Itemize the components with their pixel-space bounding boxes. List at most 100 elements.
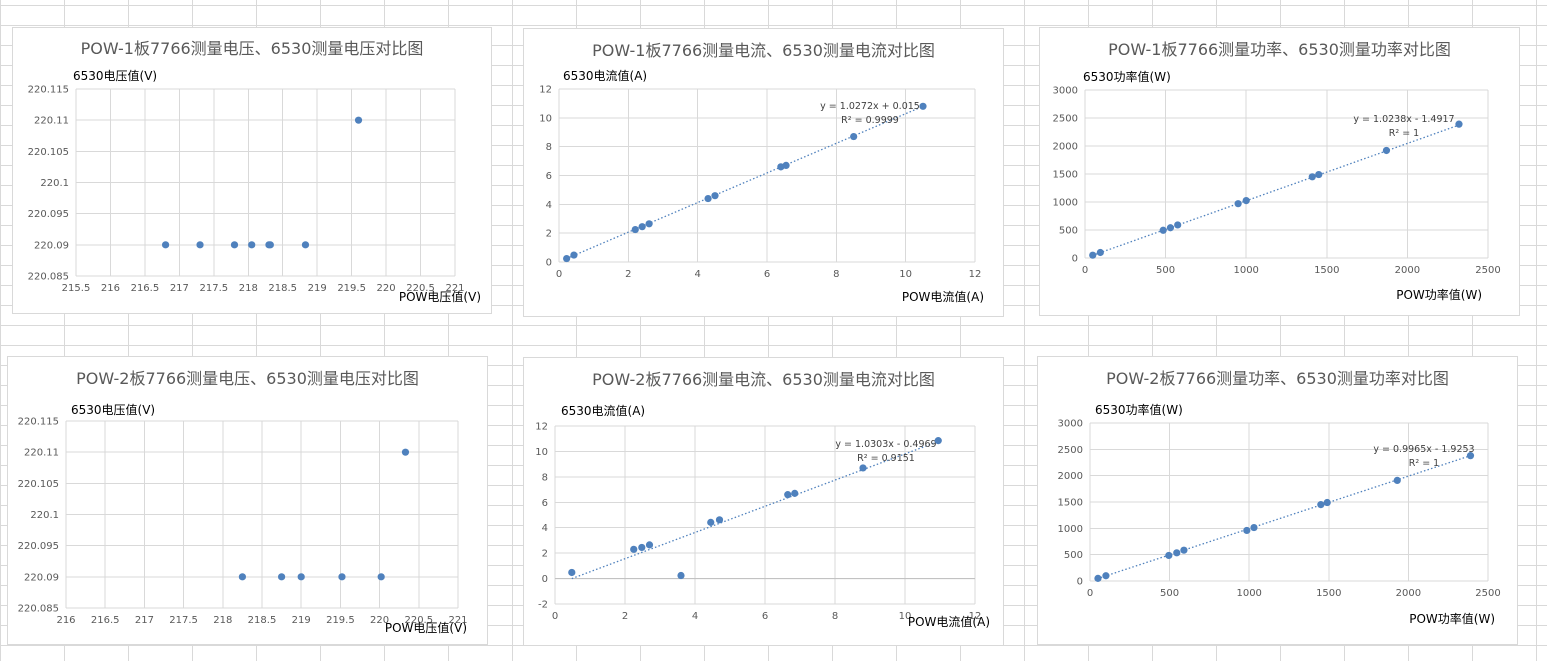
x-tick-label: 217.5 bbox=[169, 615, 198, 626]
y-tick-label: 500 bbox=[1064, 550, 1083, 561]
data-point bbox=[1382, 146, 1391, 155]
trendline-r-squared: R² = 1 bbox=[1389, 128, 1419, 139]
x-tick-label: 216.5 bbox=[91, 615, 120, 626]
x-tick-label: 219.5 bbox=[337, 283, 366, 294]
data-point bbox=[238, 573, 246, 581]
data-point bbox=[161, 241, 170, 249]
y-tick-label: 220.09 bbox=[24, 572, 59, 583]
data-point bbox=[1102, 572, 1110, 580]
y-tick-label: 10 bbox=[539, 113, 552, 124]
y-tick-label: 10 bbox=[535, 447, 548, 458]
data-point bbox=[711, 192, 719, 200]
data-point bbox=[638, 223, 646, 231]
data-point bbox=[645, 220, 653, 228]
y-tick-label: 1000 bbox=[1053, 198, 1078, 209]
data-point bbox=[297, 573, 305, 581]
y-tick-label: 8 bbox=[542, 472, 548, 483]
x-tick-label: 1000 bbox=[1236, 588, 1261, 599]
y-tick-label: 220.095 bbox=[18, 541, 59, 552]
x-axis-title: POW电流值(A) bbox=[908, 614, 990, 629]
chart-pow1-current[interactable]: POW-1板7766测量电流、6530测量电流对比图 0 2 4 6 8 10 12 0 2 4 6 8… bbox=[523, 28, 1004, 317]
trendline-r-squared: R² = 0.9151 bbox=[857, 453, 915, 464]
data-point bbox=[1308, 173, 1316, 181]
x-tick-label: 219 bbox=[308, 283, 327, 294]
chart-title: POW-2板7766测量电压、6530测量电压对比图 bbox=[76, 369, 419, 388]
y-tick-label: 1500 bbox=[1053, 170, 1078, 181]
y-tick-label: 4 bbox=[546, 200, 552, 211]
x-tick-label: 220.5 bbox=[406, 283, 435, 294]
y-tick-label: 220.105 bbox=[18, 479, 59, 490]
x-tick-label: 215.5 bbox=[62, 283, 91, 294]
x-tick-label: 218.5 bbox=[248, 615, 277, 626]
y-tick-label: 8 bbox=[546, 142, 552, 153]
x-tick-label: 219 bbox=[292, 615, 311, 626]
chart-pow2-voltage[interactable]: POW-2板7766测量电压、6530测量电压对比图 220.085 220.09 2… bbox=[7, 356, 488, 645]
x-tick-label: 220 bbox=[377, 283, 396, 294]
x-tick-label: 2 bbox=[622, 611, 628, 622]
x-tick-label: 218 bbox=[213, 615, 232, 626]
x-tick-label: 12 bbox=[969, 611, 982, 622]
y-tick-label: 220.1 bbox=[30, 510, 59, 521]
y-tick-label: 500 bbox=[1059, 226, 1078, 237]
y-tick-label: 2500 bbox=[1058, 445, 1083, 456]
x-tick-label: 2000 bbox=[1395, 265, 1420, 276]
data-point bbox=[338, 573, 346, 581]
x-tick-label: 1000 bbox=[1233, 265, 1258, 276]
chart-svg: POW-1板7766测量电压、6530测量电压对比图 220.085 220.09 2… bbox=[28, 39, 481, 304]
y-axis-title: 6530功率值(W) bbox=[1095, 402, 1183, 417]
trendline-r-squared: R² = 1 bbox=[1409, 458, 1439, 469]
data-point bbox=[677, 571, 685, 580]
chart-pow2-current[interactable]: POW-2板7766测量电流、6530测量电流对比图 -2 0 2 4 6 8 10 12 0 2 4… bbox=[523, 357, 1004, 646]
x-tick-label: 219.5 bbox=[326, 615, 355, 626]
data-point bbox=[568, 568, 576, 577]
data-point bbox=[934, 437, 942, 445]
y-tick-label: 0 bbox=[1072, 254, 1078, 265]
data-point bbox=[248, 241, 256, 249]
x-axis-title: POW电流值(A) bbox=[902, 289, 984, 304]
data-point bbox=[1315, 170, 1323, 179]
x-tick-label: 217 bbox=[170, 283, 189, 294]
data-point bbox=[1234, 200, 1242, 208]
data-point bbox=[301, 241, 310, 249]
trendline-equation: y = 1.0238x - 1.4917 bbox=[1353, 114, 1454, 125]
chart-title: POW-2板7766测量功率、6530测量功率对比图 bbox=[1106, 369, 1449, 388]
y-tick-label: 220.11 bbox=[34, 116, 69, 127]
chart-title: POW-1板7766测量电压、6530测量电压对比图 bbox=[81, 39, 424, 58]
x-tick-label: 6 bbox=[764, 269, 770, 280]
data-point bbox=[278, 573, 286, 581]
chart-title: POW-1板7766测量电流、6530测量电流对比图 bbox=[592, 41, 935, 60]
x-tick-label: 2500 bbox=[1475, 588, 1500, 599]
y-tick-label: 0 bbox=[546, 258, 552, 269]
x-tick-label: 4 bbox=[692, 611, 698, 622]
y-tick-label: 0 bbox=[1077, 577, 1083, 588]
y-tick-label: 12 bbox=[535, 422, 548, 433]
data-point bbox=[707, 518, 715, 526]
y-tick-label: 220.105 bbox=[28, 147, 69, 158]
chart-svg: POW-1板7766测量功率、6530测量功率对比图 0 500 1000 1500 20… bbox=[1053, 40, 1501, 302]
x-tick-label: 2000 bbox=[1396, 588, 1421, 599]
chart-pow2-power[interactable]: POW-2板7766测量功率、6530测量功率对比图 0 500 1000 1500 20… bbox=[1037, 356, 1518, 645]
chart-pow1-power[interactable]: POW-1板7766测量功率、6530测量功率对比图 0 500 1000 1500 20… bbox=[1039, 27, 1520, 316]
x-tick-label: 1500 bbox=[1314, 265, 1339, 276]
x-tick-label: 8 bbox=[832, 611, 838, 622]
trendline-equation: y = 1.0272x + 0.015 bbox=[820, 101, 920, 112]
data-point bbox=[570, 251, 578, 259]
y-tick-label: 1000 bbox=[1058, 524, 1083, 535]
data-point bbox=[859, 464, 867, 472]
data-point bbox=[850, 132, 858, 141]
chart-title: POW-2板7766测量电流、6530测量电流对比图 bbox=[592, 370, 935, 389]
data-point bbox=[354, 116, 363, 124]
y-tick-label: 6 bbox=[542, 498, 548, 509]
chart-pow1-voltage[interactable]: POW-1板7766测量电压、6530测量电压对比图 220.085 220.09 2… bbox=[12, 27, 492, 314]
x-axis-title: POW电压值(V) bbox=[399, 289, 481, 304]
y-tick-label: 12 bbox=[539, 85, 552, 96]
data-point bbox=[638, 543, 646, 552]
trendline bbox=[1096, 455, 1471, 580]
y-tick-label: 3000 bbox=[1058, 419, 1083, 430]
trendline-r-squared: R² = 0.9999 bbox=[841, 115, 899, 126]
x-tick-label: 218.5 bbox=[268, 283, 297, 294]
data-point bbox=[1173, 549, 1181, 557]
x-tick-label: 10 bbox=[899, 269, 912, 280]
data-point bbox=[1089, 251, 1097, 259]
y-tick-label: -2 bbox=[538, 600, 548, 611]
